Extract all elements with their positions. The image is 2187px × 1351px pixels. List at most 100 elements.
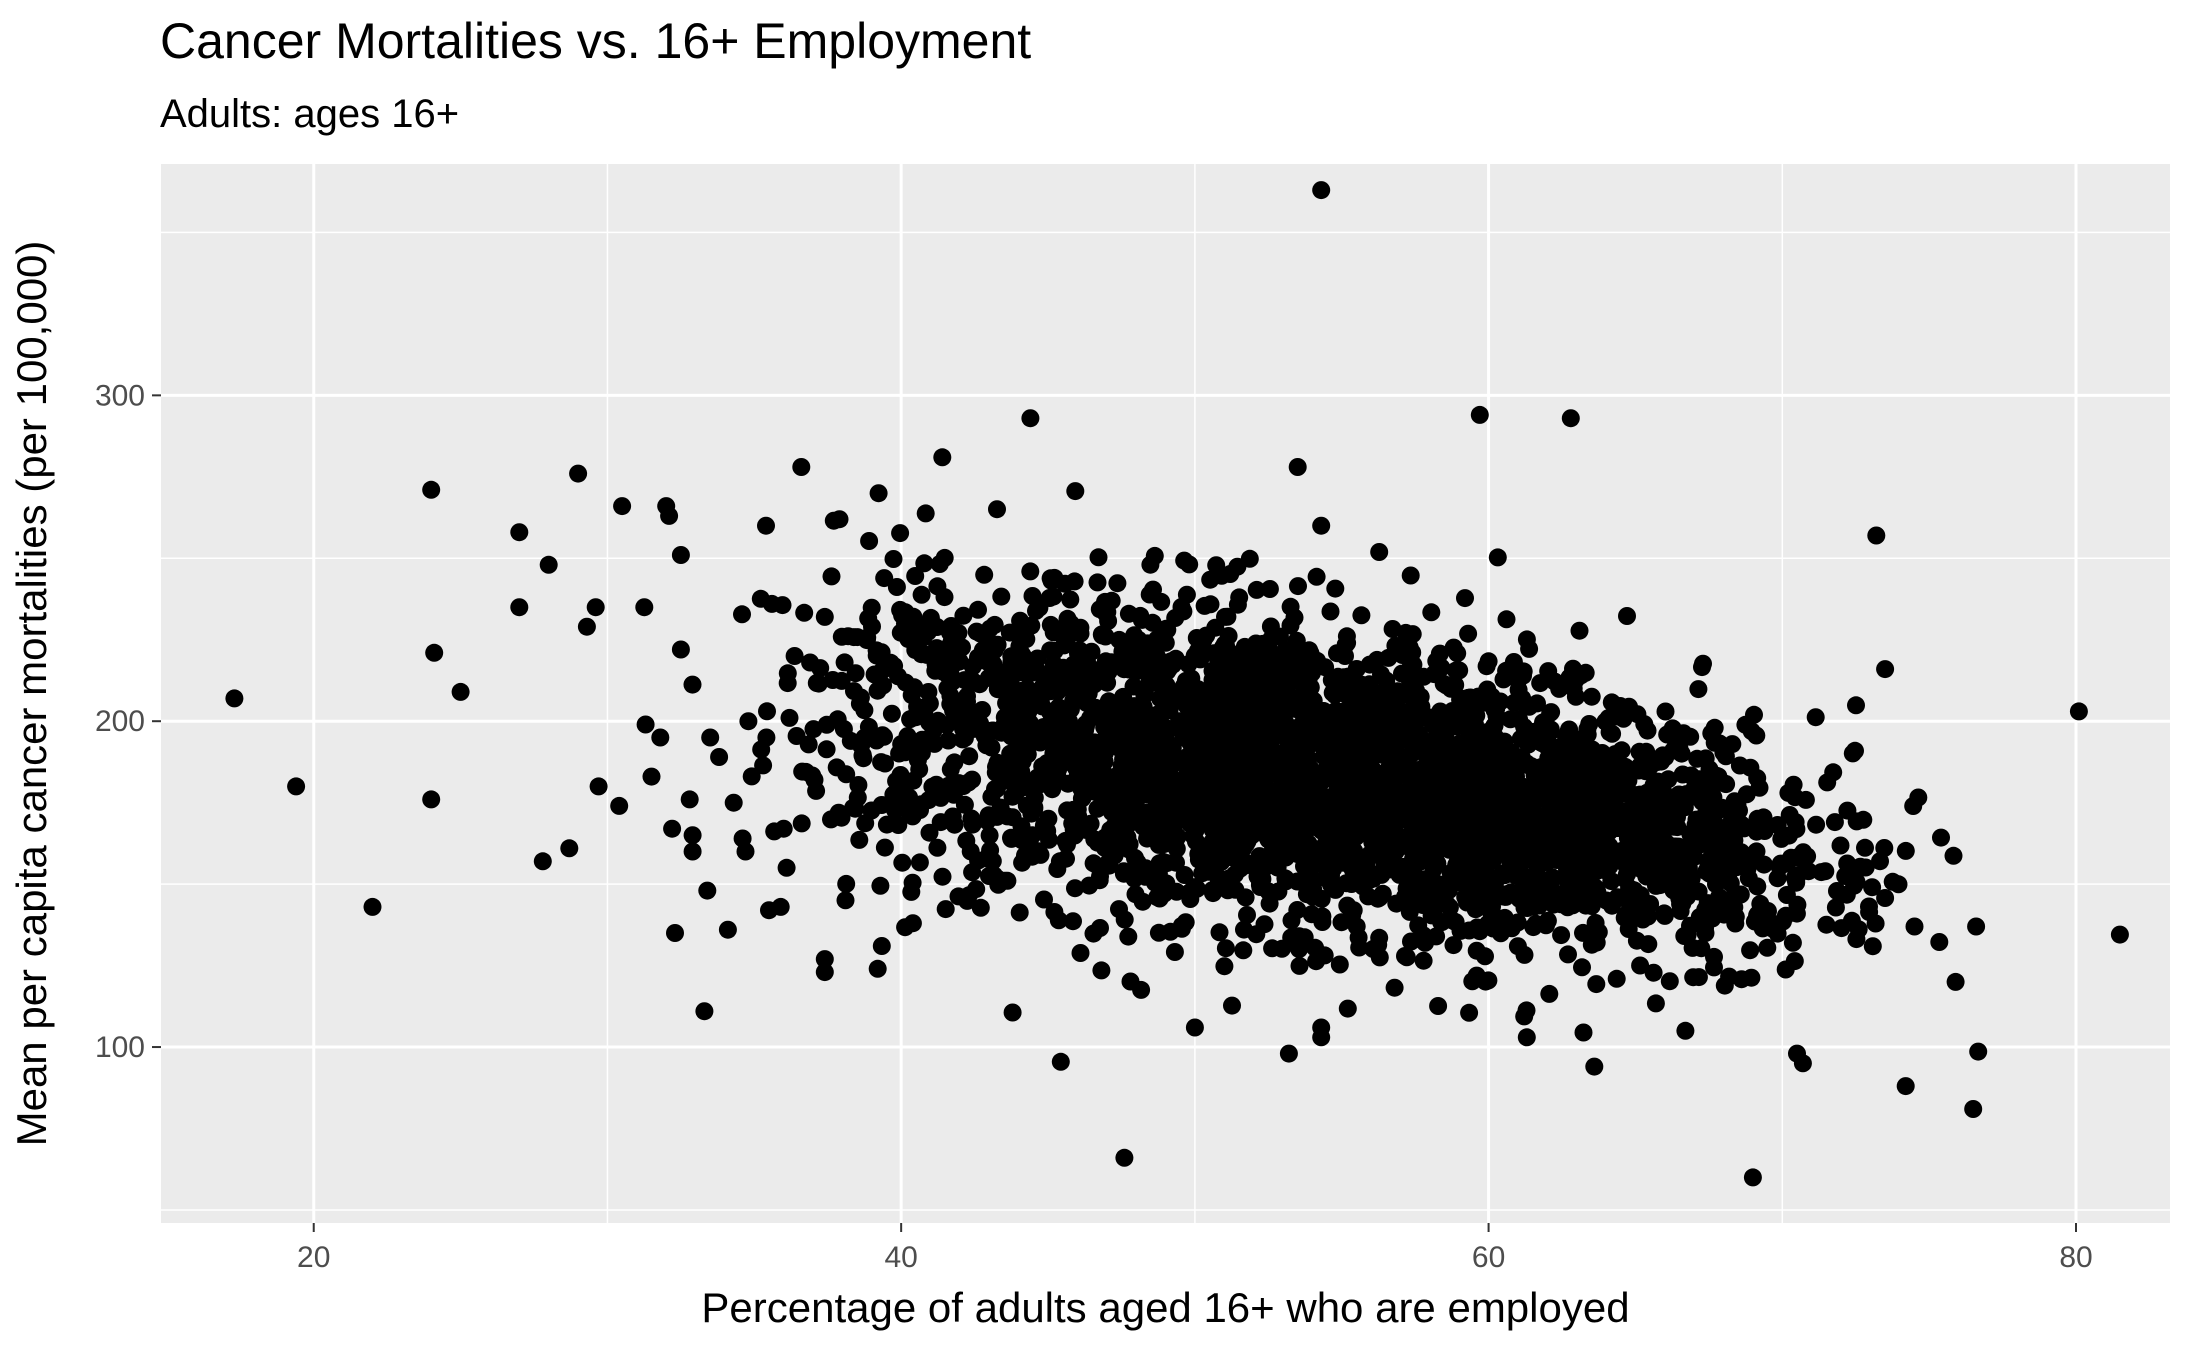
x-tick-label: 80 xyxy=(2059,1241,2092,1274)
data-point xyxy=(1742,968,1761,987)
data-point xyxy=(1605,817,1624,836)
data-point xyxy=(1276,872,1295,891)
data-point xyxy=(1079,772,1098,791)
data-point xyxy=(1605,790,1624,809)
data-point xyxy=(1459,624,1478,643)
data-point xyxy=(1370,543,1389,561)
data-point xyxy=(884,785,903,804)
data-point xyxy=(1025,798,1044,817)
data-point xyxy=(1295,650,1314,669)
data-point xyxy=(801,653,820,672)
data-point xyxy=(1411,841,1430,860)
data-point xyxy=(959,706,977,725)
data-point xyxy=(963,657,982,676)
data-point xyxy=(1220,869,1239,888)
data-point xyxy=(1602,872,1621,891)
data-point xyxy=(1402,932,1420,951)
data-point xyxy=(1040,830,1058,849)
data-point xyxy=(636,715,655,734)
data-point xyxy=(1817,915,1836,934)
data-point xyxy=(1175,750,1194,768)
y-tick-label: 300 xyxy=(95,379,145,412)
data-point xyxy=(958,687,976,706)
data-point xyxy=(1290,805,1309,824)
data-point xyxy=(1563,818,1582,837)
data-point xyxy=(1528,694,1546,713)
data-point xyxy=(1409,916,1428,935)
data-point xyxy=(1302,905,1321,924)
data-point xyxy=(1218,607,1237,626)
data-point xyxy=(1672,744,1691,763)
data-point xyxy=(925,734,944,753)
data-point xyxy=(1342,875,1361,893)
data-point xyxy=(1660,972,1679,991)
data-point xyxy=(1235,920,1253,939)
data-point xyxy=(1944,846,1963,865)
data-point xyxy=(1427,652,1446,671)
data-point xyxy=(1537,916,1555,935)
data-point xyxy=(882,704,901,723)
data-point xyxy=(1946,972,1965,991)
data-point xyxy=(1831,836,1850,855)
data-point xyxy=(1298,867,1317,886)
data-point xyxy=(1655,906,1674,925)
data-point xyxy=(589,777,608,796)
data-point xyxy=(876,754,894,773)
data-point xyxy=(1657,787,1676,806)
data-point xyxy=(533,852,552,871)
data-point xyxy=(1672,846,1691,865)
data-point xyxy=(1478,811,1497,830)
data-point xyxy=(1497,661,1516,680)
data-point xyxy=(935,588,954,607)
data-point xyxy=(1535,853,1554,872)
data-point xyxy=(1003,808,1022,827)
data-point xyxy=(642,767,661,786)
data-point xyxy=(1221,692,1240,711)
data-point xyxy=(1393,646,1412,664)
data-point xyxy=(815,963,834,982)
data-point xyxy=(1014,681,1033,700)
data-point xyxy=(799,735,818,754)
data-point xyxy=(1360,655,1379,674)
data-point xyxy=(912,795,931,814)
data-point xyxy=(1505,803,1524,822)
data-point xyxy=(987,779,1006,798)
data-point xyxy=(1035,890,1053,909)
data-point xyxy=(1863,878,1882,897)
data-point xyxy=(1421,749,1440,768)
data-point xyxy=(1330,955,1349,974)
y-tick-label: 200 xyxy=(95,705,145,738)
data-point xyxy=(1049,698,1068,717)
data-point xyxy=(1238,906,1256,924)
data-point xyxy=(1326,579,1345,598)
data-point xyxy=(943,807,962,826)
data-point xyxy=(903,873,922,892)
data-point xyxy=(1448,853,1467,872)
data-point xyxy=(1651,841,1670,860)
data-point xyxy=(1048,860,1067,878)
data-point xyxy=(1320,769,1339,788)
data-point xyxy=(871,876,890,895)
data-point xyxy=(893,853,912,872)
data-point xyxy=(1302,664,1321,682)
data-point xyxy=(1521,843,1540,862)
data-point xyxy=(1191,650,1210,669)
data-point xyxy=(1420,806,1439,825)
data-point xyxy=(1603,849,1622,868)
data-point xyxy=(1530,896,1549,915)
data-point xyxy=(569,464,588,483)
data-point xyxy=(1185,1018,1204,1037)
data-point xyxy=(1096,627,1115,646)
y-tick-label: 100 xyxy=(95,1031,145,1064)
data-point xyxy=(758,702,776,721)
data-point xyxy=(944,624,963,643)
data-point xyxy=(1748,906,1767,925)
data-point xyxy=(1650,855,1669,874)
data-point xyxy=(1049,666,1068,685)
data-point xyxy=(1321,602,1340,621)
data-point xyxy=(1039,809,1058,828)
data-point xyxy=(1370,928,1389,947)
data-point xyxy=(425,643,444,662)
data-point xyxy=(1332,836,1351,855)
